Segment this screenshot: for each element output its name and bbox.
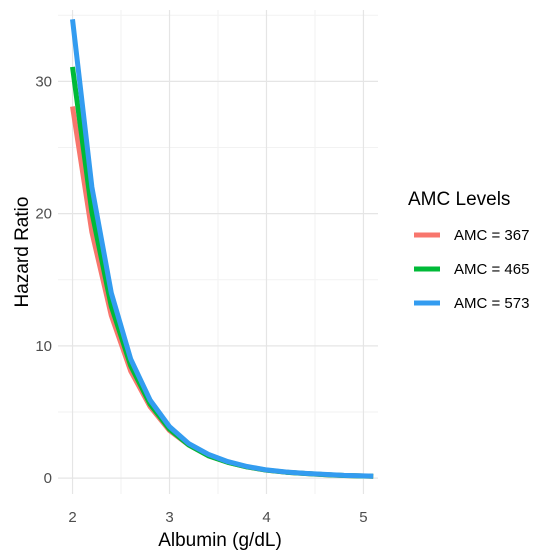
series-lines — [70, 19, 374, 479]
series-line-3 — [70, 19, 374, 479]
y-axis-ticks: 0 10 20 30 — [35, 73, 52, 487]
x-tick-label: 3 — [165, 509, 173, 526]
legend-title: AMC Levels — [408, 189, 510, 210]
y-tick-label: 10 — [35, 338, 52, 355]
x-tick-label: 2 — [68, 509, 76, 526]
y-axis-title: Hazard Ratio — [12, 197, 33, 308]
series-line-2 — [70, 66, 374, 479]
x-axis-ticks: 2 3 4 5 — [68, 509, 367, 526]
minor-gridlines — [58, 10, 378, 494]
x-tick-label: 5 — [359, 509, 367, 526]
legend-label: AMC = 573 — [454, 295, 529, 312]
x-tick-label: 4 — [262, 509, 270, 526]
legend-label: AMC = 367 — [454, 227, 529, 244]
major-gridlines — [58, 10, 378, 494]
legend-label: AMC = 465 — [454, 261, 529, 278]
y-tick-label: 30 — [35, 73, 52, 90]
legend: AMC Levels AMC = 367 AMC = 465 AMC = 573 — [408, 189, 529, 312]
y-tick-label: 20 — [35, 206, 52, 223]
series-line-1 — [70, 106, 374, 479]
y-tick-label: 0 — [44, 470, 52, 487]
x-axis-title: Albumin (g/dL) — [158, 530, 282, 551]
